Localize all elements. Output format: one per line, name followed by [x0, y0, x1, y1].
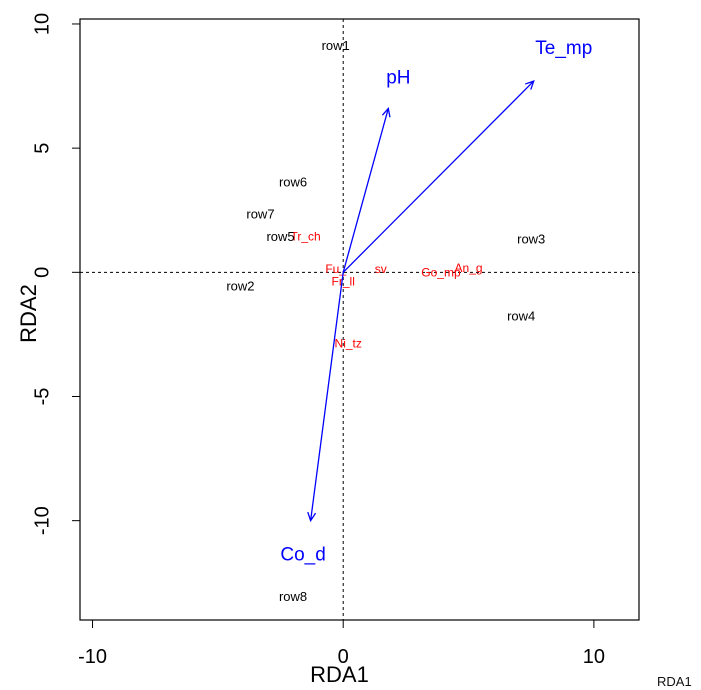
site-label: row2 [226, 279, 254, 294]
x-axis-title: RDA1 [310, 662, 369, 687]
site-label: row5 [266, 229, 294, 244]
species-label: Ni_tz [335, 337, 362, 351]
site-label: row1 [322, 38, 350, 53]
vector-label: Co_d [280, 544, 325, 565]
site-label: row3 [517, 231, 545, 246]
site-label: row7 [246, 207, 274, 222]
y-tick-label: -5 [31, 388, 53, 406]
vector-label: pH [386, 68, 410, 89]
x-tick-label: 0 [338, 646, 349, 668]
y-axis-title: RDA2 [16, 284, 41, 343]
species-label: Tr_ch [290, 230, 320, 244]
plot-frame [79, 18, 640, 621]
x-tick-label: -10 [78, 646, 107, 668]
species-label: Fr_ll [332, 274, 355, 288]
y-tick-label: 0 [31, 267, 53, 278]
y-tick-label: 10 [31, 13, 53, 35]
species-label: Go_mp [421, 266, 461, 280]
sites-layer: row1 row6 row7 row5 row2 row3 row4 row8 [226, 38, 545, 604]
vector-arrow [309, 272, 344, 521]
x-tick-label: 10 [583, 646, 605, 668]
species-label: An_g [455, 261, 483, 275]
environment-vectors: pH Te_mp Co_d [280, 38, 592, 566]
vector-arrowhead [381, 106, 391, 118]
site-label: row8 [279, 589, 307, 604]
vector-arrow [342, 108, 389, 273]
x-axis: -10 0 10 [78, 619, 605, 668]
species-label: sv [375, 262, 387, 276]
site-label: row4 [507, 308, 535, 323]
vector-arrowhead [525, 80, 535, 90]
vector-arrow [342, 80, 535, 273]
species-label: Fu_ [325, 262, 346, 276]
y-axis: 10 5 0 -5 -10 [31, 13, 81, 535]
vector-label: Te_mp [535, 38, 592, 59]
y-tick-label: 5 [31, 143, 53, 154]
y-tick-label: -10 [31, 506, 53, 535]
site-label: row6 [279, 174, 307, 189]
corner-axis-label: RDA1 [657, 674, 692, 689]
vector-arrowhead [307, 511, 317, 523]
